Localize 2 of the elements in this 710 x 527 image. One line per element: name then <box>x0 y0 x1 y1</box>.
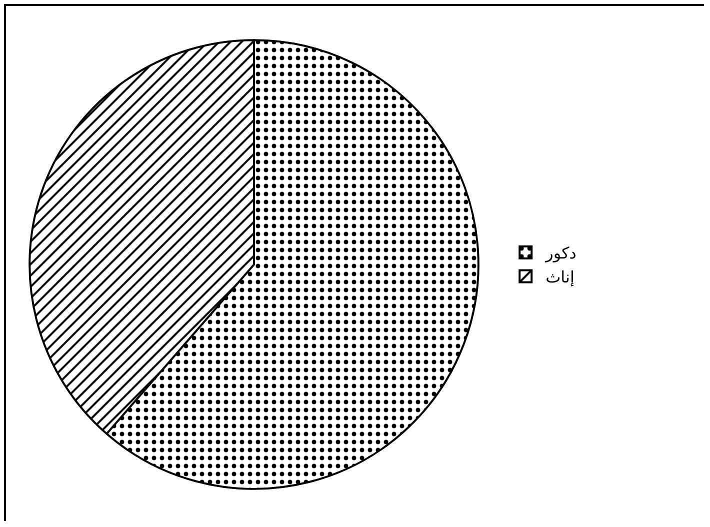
legend-label: دكور <box>544 244 576 263</box>
legend-label: إناث <box>546 267 574 286</box>
